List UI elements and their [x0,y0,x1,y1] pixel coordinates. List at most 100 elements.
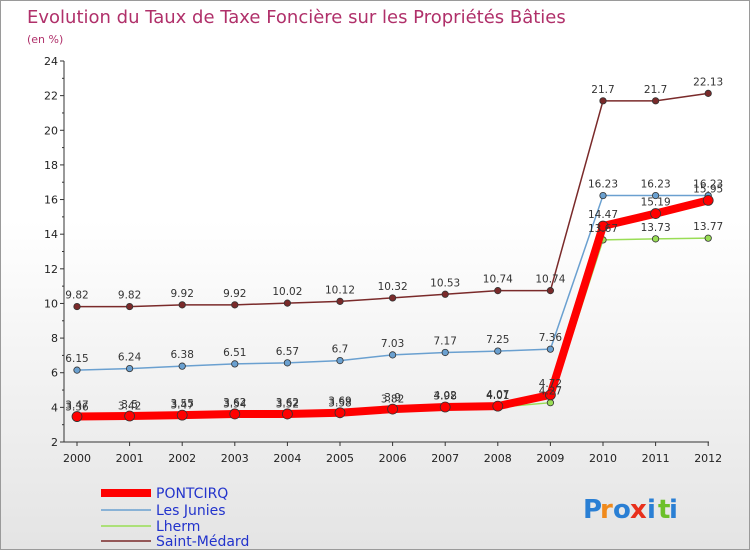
data-point [546,287,555,295]
data-label: 14.47 [588,209,618,221]
data-label: 13.77 [693,221,723,233]
data-point [546,399,555,407]
data-point [441,290,449,298]
data-point [704,89,712,97]
data-point [441,348,449,357]
data-label: 7.17 [434,335,457,347]
data-point [651,191,660,200]
data-label: 6.15 [65,353,88,365]
x-tick-label: 2012 [694,452,722,465]
data-label: 6.24 [118,352,142,364]
data-label: 4.07 [486,389,509,401]
y-tick-label: 10 [44,297,58,310]
logo-letter: r [600,495,613,525]
data-label: 15.95 [693,183,723,195]
legend-label: PONTCIRQ [156,486,228,502]
x-tick-label: 2010 [589,452,617,465]
data-point [336,297,344,305]
x-tick-label: 2000 [63,452,91,465]
data-label: 3.62 [223,397,246,409]
proxiti-logo: Pr o x i ti [583,495,678,525]
data-point [545,389,556,401]
x-tick-label: 2003 [221,452,249,465]
legend-label: Lherm [156,519,200,535]
data-point [702,195,714,206]
data-point [126,364,134,373]
data-label: 4.27 [539,386,562,398]
data-label: 3.36 [65,401,89,413]
x-tick-label: 2005 [326,452,354,465]
data-label: 10.12 [325,284,355,296]
y-tick-label: 22 [44,90,58,103]
data-point [281,408,293,420]
data-label: 3.5 [121,399,138,411]
data-label: 3.55 [171,398,194,410]
data-label: 10.02 [272,286,302,298]
data-point [599,97,607,105]
data-label: 3.9 [384,392,401,404]
data-label: 9.82 [65,290,88,302]
data-label: 13.67 [588,223,618,235]
x-tick-label: 2001 [116,452,144,465]
legend-label: Les Junies [156,503,226,519]
data-label: 3.58 [328,398,351,410]
data-label: 6.38 [171,349,194,361]
data-label: 6.7 [332,344,349,356]
logo-letter: i [669,495,678,525]
x-tick-label: 2007 [431,452,459,465]
data-point [387,403,399,415]
chart-subtitle: (en %) [27,33,63,46]
logo-letter: P [583,495,602,525]
data-point [126,302,134,311]
data-label: 21.7 [644,84,667,96]
x-tick-label: 2004 [273,452,301,465]
data-point [283,359,291,367]
data-point [178,301,186,309]
data-label: 9.82 [118,290,141,302]
y-tick-label: 24 [44,55,58,68]
data-label: 3.54 [223,398,247,410]
data-point [597,220,609,232]
x-tick-label: 2006 [379,452,407,465]
data-point [651,97,660,105]
data-point [494,287,502,295]
x-tick-label: 2002 [168,452,196,465]
data-label: 13.73 [641,222,671,234]
logo-letter: t [658,495,670,525]
data-label: 16.23 [588,179,618,191]
data-label: 4.72 [539,378,562,390]
data-label: 3.47 [171,400,194,412]
data-label: 3.52 [276,399,299,411]
data-point [439,401,451,413]
data-point [231,360,239,368]
x-tick-label: 2008 [484,452,512,465]
x-tick-label: 2011 [642,452,670,465]
series-line-3 [77,92,709,308]
data-label: 10.53 [430,277,460,289]
data-label: 3.82 [381,393,404,405]
data-point [229,408,241,420]
y-tick-label: 20 [44,124,58,137]
legend-label: Saint-Médard [156,534,249,549]
data-label: 15.19 [641,197,671,209]
data-point [231,301,239,309]
data-point [283,299,291,307]
y-tick-label: 14 [44,228,58,241]
data-point [71,411,83,422]
data-label: 6.57 [276,346,299,358]
data-point [492,400,504,412]
data-label: 10.74 [535,274,565,286]
y-tick-label: 6 [51,367,58,380]
y-tick-label: 12 [44,263,58,276]
data-label: 7.25 [486,334,509,346]
data-point [388,351,397,359]
data-point [178,362,186,370]
data-point [334,407,346,419]
data-label: 3.42 [118,400,141,412]
data-label: 4.02 [434,390,457,402]
data-label: 16.23 [693,179,723,191]
data-label: 4.01 [486,390,509,402]
